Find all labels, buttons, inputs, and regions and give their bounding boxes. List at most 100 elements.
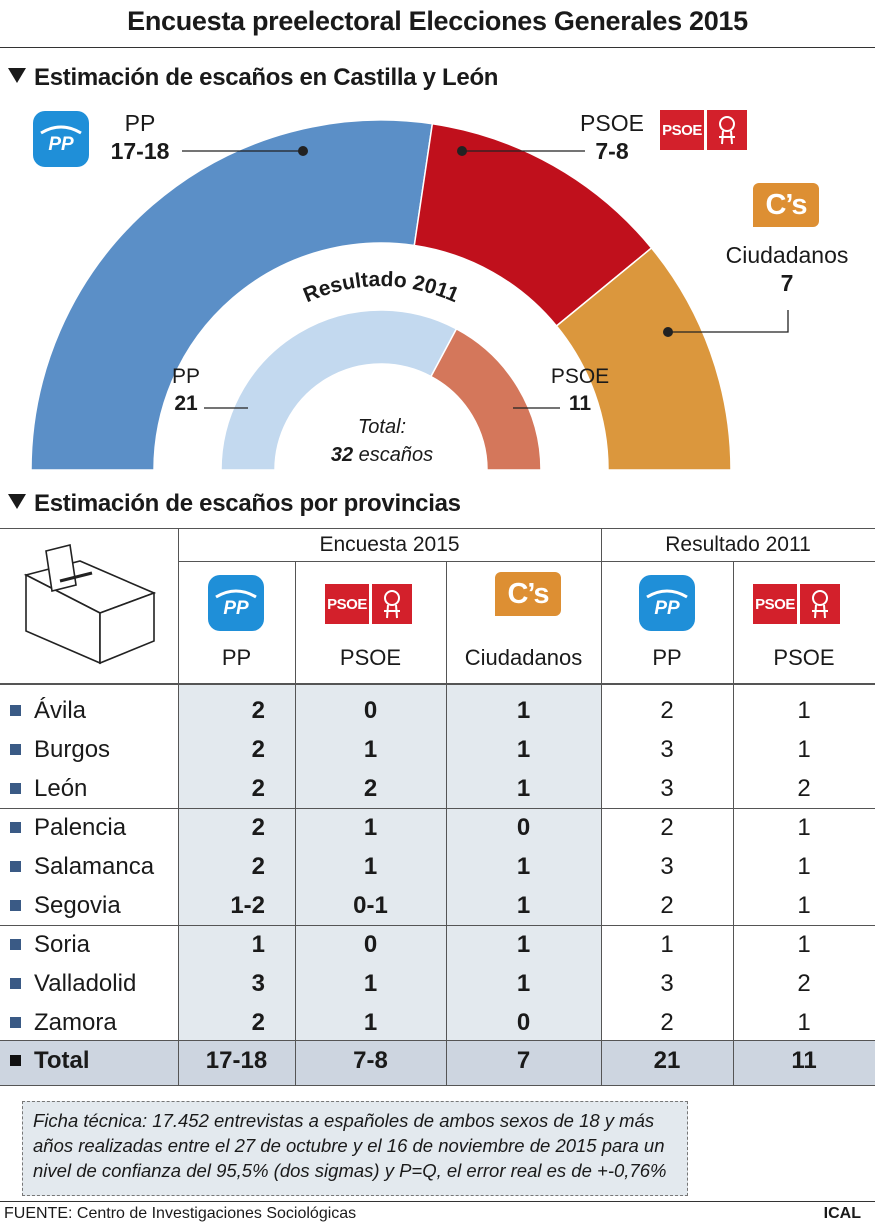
- col-header-pp-2011: PP: [652, 645, 682, 670]
- table-cell: 0: [516, 814, 531, 841]
- inner-arc-group: [220, 309, 542, 471]
- table-cell: 2: [251, 853, 265, 880]
- bullet-square-icon: [10, 900, 21, 911]
- cs-value: 7: [780, 270, 794, 296]
- total-cell: 21: [653, 1047, 681, 1074]
- col-line-5: [733, 561, 734, 1085]
- province-name: Soria: [34, 931, 91, 958]
- table-cell: 1: [516, 931, 531, 958]
- table-row: Segovia: [10, 892, 121, 920]
- table-cell: 1: [797, 892, 811, 919]
- table-top-line: [0, 528, 875, 529]
- table-cell: 0: [363, 931, 378, 958]
- table-cell: 1: [516, 970, 531, 997]
- province-name: León: [34, 775, 88, 802]
- rose-icon: [372, 584, 412, 624]
- province-name: Palencia: [34, 814, 127, 841]
- table-cell: 1: [797, 736, 811, 763]
- footer-divider: [0, 1201, 875, 1202]
- ciudadanos-slice: [555, 246, 732, 471]
- table-cell: 1: [797, 697, 811, 724]
- table-cell: 1: [660, 931, 674, 958]
- section-provinces-title: Estimación de escaños por provincias: [34, 490, 461, 517]
- psoe2011-label: PSOE: [550, 365, 610, 388]
- table-cell: 1: [516, 736, 531, 763]
- pp-label: PP: [124, 110, 156, 136]
- col-header-psoe-2015: PSOE: [339, 645, 402, 670]
- svg-text:PP: PP: [654, 598, 680, 619]
- table-bottom-line: [0, 1085, 875, 1086]
- pp2011-label: PP: [171, 365, 200, 388]
- cs-logo: C’s: [495, 572, 561, 616]
- cs-label: Ciudadanos: [725, 242, 849, 268]
- cs-leader-line: [668, 310, 789, 333]
- psoe2011-value: 11: [568, 392, 592, 415]
- table-cell: 3: [660, 970, 674, 997]
- table-cell: 0: [516, 1009, 531, 1036]
- table-cell: 0-1: [353, 892, 388, 919]
- survey-shade: [178, 684, 601, 1040]
- table-row: Burgos: [10, 736, 110, 764]
- total-label: Total:: [357, 416, 407, 438]
- section-seats-heading: Estimación de escaños en Castilla y León: [8, 64, 498, 92]
- bullet-square-icon: [10, 744, 21, 755]
- table-cell: 0: [363, 697, 378, 724]
- svg-text:PP: PP: [223, 598, 249, 619]
- table-cell: 2: [660, 697, 674, 724]
- seats-chart: Resultado 2011: [30, 119, 789, 471]
- province-name: Ávila: [34, 697, 87, 724]
- total-row-shade: [0, 1040, 875, 1086]
- bullet-square-icon: [10, 1017, 21, 1028]
- table-cell: 3: [660, 853, 674, 880]
- table-cell: 1: [363, 970, 378, 997]
- ballot-box-icon: [23, 544, 157, 665]
- pp-logo: PP: [33, 111, 89, 167]
- psoe-logo-text: PSOE: [660, 110, 704, 150]
- section-seats-title: Estimación de escaños en Castilla y León: [34, 64, 499, 91]
- table-cell: 1: [516, 775, 531, 802]
- table-cell: 1: [363, 736, 378, 763]
- psoe-logo: PSOE: [325, 584, 412, 624]
- technical-note: Ficha técnica: 17.452 entrevistas a espa…: [22, 1101, 688, 1196]
- title-divider: [0, 47, 875, 48]
- table-cell: 1: [516, 697, 531, 724]
- table-row: Ávila: [10, 697, 86, 725]
- header-bottom-line: [0, 683, 875, 685]
- psoe-value: 7-8: [595, 138, 629, 164]
- group-header-survey: Encuesta 2015: [319, 533, 460, 556]
- psoe-logo: PSOE: [660, 110, 747, 150]
- province-name: Burgos: [34, 736, 111, 763]
- pp-leader-dot: [298, 146, 308, 156]
- table-cell: 3: [660, 775, 674, 802]
- col-line-2: [295, 561, 296, 1085]
- col-line-3: [446, 561, 447, 1085]
- total-seats: 32 escaños: [302, 444, 462, 467]
- footer-agency: ICAL: [823, 1205, 861, 1222]
- bullet-square-icon: [10, 939, 21, 950]
- result-2011-title: Resultado 2011: [300, 268, 462, 307]
- footer-source: FUENTE: Centro de Investigaciones Sociol…: [4, 1205, 357, 1222]
- total-cell: 7-8: [353, 1047, 388, 1074]
- pp-value: 17-18: [110, 138, 170, 164]
- total-name: Total: [34, 1047, 90, 1074]
- group-header-line: [178, 561, 875, 562]
- table-cell: 3: [251, 970, 265, 997]
- row-separator-2: [0, 925, 875, 926]
- section-provinces-heading: Estimación de escaños por provincias: [8, 490, 461, 518]
- table-cell: 1: [363, 1009, 378, 1036]
- cs-logo-text: C’s: [753, 183, 819, 227]
- table-cell: 2: [251, 1009, 265, 1036]
- outer-arc-group: [30, 119, 732, 471]
- table-row: Soria: [10, 931, 90, 959]
- table-cell: 2: [660, 814, 674, 841]
- table-cell: 2: [660, 1009, 674, 1036]
- table-cell: 1: [797, 931, 811, 958]
- bullet-square-icon: [10, 822, 21, 833]
- table-cell: 2: [251, 736, 265, 763]
- table-cell: 2: [251, 697, 265, 724]
- province-name: Segovia: [34, 892, 121, 919]
- table-cell: 2: [797, 775, 811, 802]
- col-line-1: [178, 528, 179, 1085]
- bullet-square-icon: [10, 783, 21, 794]
- province-name: Salamanca: [34, 853, 155, 880]
